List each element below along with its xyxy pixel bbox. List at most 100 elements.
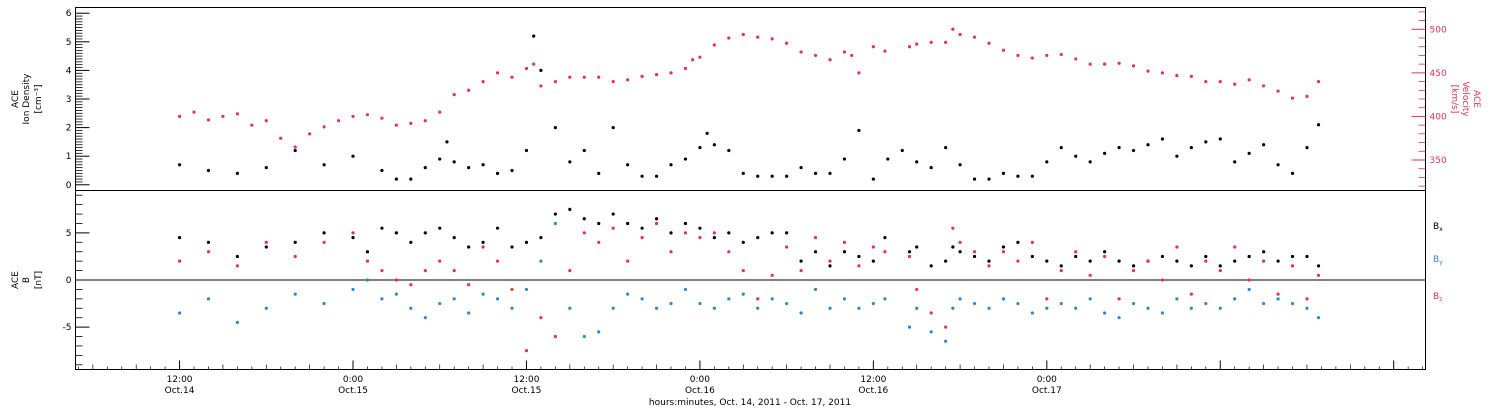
point-by <box>1204 301 1208 306</box>
point-velocity <box>669 71 673 75</box>
point-velocity <box>532 62 536 66</box>
point-bz <box>640 236 644 240</box>
point-velocity <box>907 45 912 49</box>
point-ion-density <box>1189 146 1193 150</box>
point-bz <box>206 250 211 254</box>
point-velocity <box>626 78 630 82</box>
point-by <box>597 330 601 334</box>
point-bz <box>951 226 955 230</box>
point-ion-density <box>1059 146 1063 150</box>
point-ion-density <box>467 166 471 170</box>
point-by <box>365 278 370 282</box>
point-by <box>611 306 615 310</box>
point-bx <box>1316 264 1321 268</box>
point-by <box>727 297 731 301</box>
density-axis-label-line2: Ion Density <box>22 73 32 125</box>
point-ion-density <box>770 174 774 178</box>
density-axis-label-line1: ACE <box>11 90 21 108</box>
point-ion-density <box>1218 137 1222 141</box>
point-ion-density <box>654 174 659 178</box>
point-velocity <box>1160 71 1165 75</box>
point-ion-density <box>669 163 673 167</box>
point-ion-density <box>445 140 449 144</box>
point-bx <box>727 231 731 235</box>
point-bx <box>944 259 948 263</box>
point-bx <box>907 250 912 254</box>
point-by <box>1233 297 1237 301</box>
time-axis: 12:00Oct.140:00Oct.1512:00Oct.150:00Oct.… <box>78 360 1423 396</box>
density-tick-label: 3 <box>66 95 72 105</box>
point-bz <box>883 250 887 254</box>
point-by <box>871 301 875 306</box>
point-by <box>351 287 355 292</box>
point-bx <box>1001 245 1006 249</box>
point-by <box>495 297 500 301</box>
point-velocity <box>1030 56 1034 60</box>
point-bx <box>438 226 442 230</box>
point-ion-density <box>886 157 890 161</box>
point-velocity <box>1016 53 1020 58</box>
date-tick-label: Oct.17 <box>1032 386 1062 396</box>
point-ion-density <box>1204 140 1208 144</box>
point-velocity <box>336 119 341 123</box>
point-ion-density <box>524 148 529 153</box>
density-tick-label: 1 <box>66 152 72 162</box>
point-bz <box>1088 273 1092 277</box>
point-bz <box>1074 250 1078 254</box>
point-ion-density <box>539 68 543 73</box>
point-by <box>206 297 211 301</box>
point-bx <box>1262 250 1266 254</box>
point-ion-density <box>813 171 818 175</box>
point-bz <box>828 259 832 263</box>
legend-bx: Bx <box>1433 222 1443 233</box>
point-bz <box>958 240 962 244</box>
point-by <box>1262 301 1266 306</box>
point-velocity <box>452 93 456 97</box>
bottom-panel-axes: -5 0 5 <box>63 194 1426 366</box>
point-bx <box>1160 254 1165 259</box>
point-bz <box>423 268 427 273</box>
point-bx <box>1290 254 1295 259</box>
point-bz <box>568 268 572 273</box>
point-ion-density <box>1175 154 1179 158</box>
point-bx <box>1117 259 1121 263</box>
point-ion-density <box>1030 174 1034 178</box>
time-tick-label: 0:00 <box>343 375 363 385</box>
point-velocity <box>351 114 355 119</box>
point-bx <box>813 250 818 254</box>
point-velocity <box>250 123 254 127</box>
point-bz <box>972 250 977 254</box>
point-velocity <box>654 73 659 77</box>
velocity-tick-label: 400 <box>1430 112 1447 122</box>
point-ion-density <box>452 160 456 164</box>
point-bx <box>409 240 413 244</box>
velocity-tick-label: 350 <box>1430 156 1447 166</box>
b-tick-label: 0 <box>66 276 72 286</box>
point-velocity <box>987 41 991 45</box>
density-tick-label: 2 <box>66 124 72 134</box>
point-bz <box>944 325 948 329</box>
density-tick-label: 6 <box>66 9 72 19</box>
point-bz <box>1204 259 1208 263</box>
point-velocity <box>322 125 326 129</box>
point-bx <box>972 254 977 259</box>
point-bx <box>785 231 789 235</box>
point-velocity <box>308 132 312 136</box>
point-velocity <box>915 42 919 46</box>
point-velocity <box>712 43 716 47</box>
point-bx <box>467 245 471 249</box>
point-velocity <box>770 37 774 41</box>
point-ion-density <box>264 166 268 170</box>
point-by <box>582 334 586 339</box>
point-bz <box>741 268 745 273</box>
point-by <box>553 221 557 226</box>
point-ion-density <box>1247 151 1251 155</box>
point-ion-density <box>177 163 182 167</box>
point-velocity <box>495 71 500 75</box>
point-bx <box>1204 254 1208 259</box>
point-by <box>958 297 962 301</box>
point-by <box>654 306 659 310</box>
velocity-axis-label-line1: ACE <box>1471 90 1481 108</box>
point-by <box>756 306 760 310</box>
top-panel-data <box>177 27 1321 181</box>
